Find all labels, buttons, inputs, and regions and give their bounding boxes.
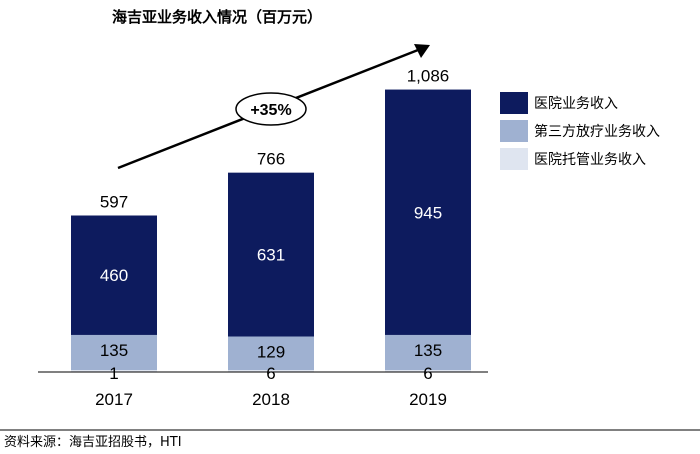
growth-ellipse (235, 92, 307, 126)
data-label-radiotherapy-2017: 135 (100, 341, 128, 360)
source-note: 资料来源：海吉亚招股书，HTI (4, 435, 182, 450)
arrow-head-icon (414, 44, 430, 58)
legend-swatch-management (500, 148, 528, 170)
x-tick-label-2019: 2019 (409, 390, 447, 409)
data-label-radiotherapy-2019: 135 (414, 341, 442, 360)
bar-management-2018 (228, 370, 314, 372)
growth-arrow: +35% (117, 44, 430, 170)
legend-label-radiotherapy: 第三方放疗业务收入 (534, 123, 660, 140)
data-label-hospital-2018: 631 (257, 246, 285, 265)
bar-hospital-2017 (71, 215, 157, 335)
bar-radiotherapy-2019 (385, 334, 471, 370)
data-label-hospital-2017: 460 (100, 266, 128, 285)
chart-title: 海吉亚业务收入情况（百万元） (112, 8, 322, 26)
legend-label-hospital: 医院业务收入 (534, 96, 618, 112)
x-tick-label-2018: 2018 (252, 390, 290, 409)
bar-management-2019 (385, 370, 471, 372)
bar-radiotherapy-2017 (71, 334, 157, 370)
bar-hospital-2019 (385, 89, 471, 335)
bar-management-2017 (71, 370, 157, 372)
data-label-radiotherapy-2018: 129 (257, 343, 285, 362)
total-label-2019: 1,086 (407, 67, 450, 86)
total-label-2017: 597 (100, 192, 128, 211)
bars-group: 1 135 460 597 2017 6 129 631 766 2018 6 135 945 1,086… (71, 67, 471, 409)
legend-swatch-radiotherapy (500, 120, 528, 142)
data-label-hospital-2019: 945 (414, 203, 442, 222)
bar-radiotherapy-2018 (228, 336, 314, 370)
data-label-management-2018: 6 (266, 364, 275, 383)
total-label-2018: 766 (257, 150, 285, 169)
data-label-management-2017: 1 (109, 364, 118, 383)
x-tick-label-2017: 2017 (95, 390, 133, 409)
legend-swatch-hospital (500, 92, 528, 114)
growth-label: +35% (250, 102, 291, 119)
legend-label-management: 医院托管业务收入 (534, 152, 646, 168)
bar-hospital-2018 (228, 172, 314, 337)
data-label-management-2019: 6 (423, 364, 432, 383)
